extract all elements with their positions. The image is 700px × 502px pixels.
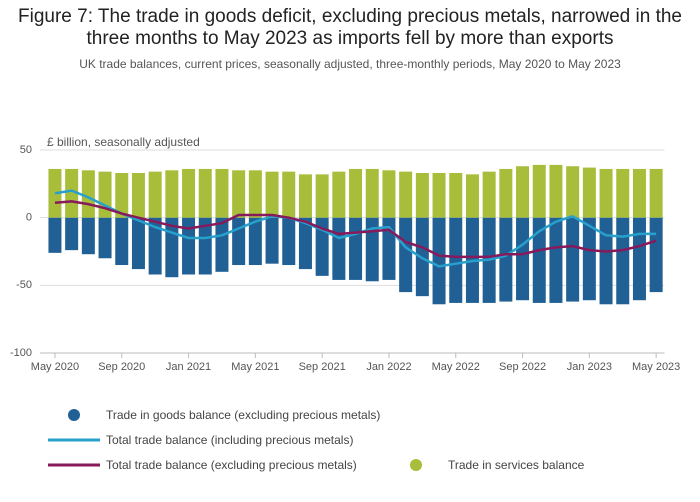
legend-swatch — [410, 459, 422, 471]
bar — [115, 217, 129, 266]
bar — [399, 217, 413, 293]
x-tick-label: Jan 2021 — [166, 361, 211, 373]
x-tick-label: Sep 2020 — [98, 361, 145, 373]
bar — [566, 217, 580, 302]
bar — [599, 217, 613, 305]
bar — [148, 217, 162, 275]
bar — [282, 171, 296, 218]
bar — [198, 168, 212, 218]
bar — [215, 168, 229, 218]
x-tick-label: May 2021 — [231, 361, 279, 373]
bar — [449, 217, 463, 303]
bar — [566, 166, 580, 218]
bar — [198, 217, 212, 275]
bar — [549, 164, 563, 218]
bar — [265, 217, 279, 264]
bar — [382, 170, 396, 218]
bar — [532, 217, 546, 303]
line — [54, 200, 657, 259]
legend-label: Trade in goods balance (excluding precio… — [106, 408, 380, 422]
bar — [649, 168, 663, 218]
bar — [48, 217, 62, 253]
bar — [349, 217, 363, 280]
bar — [298, 217, 312, 270]
bar — [399, 171, 413, 218]
bar — [232, 170, 246, 218]
bar — [632, 217, 646, 301]
bar — [516, 217, 530, 301]
y-tick-label: -100 — [10, 347, 32, 359]
legend-label: Total trade balance (excluding precious … — [106, 458, 357, 472]
bar — [432, 173, 446, 218]
bar — [599, 168, 613, 218]
bar — [215, 217, 229, 272]
y-tick-label: -50 — [16, 279, 32, 291]
bar — [516, 166, 530, 218]
bar — [81, 170, 95, 218]
bar — [465, 174, 479, 218]
bar — [48, 168, 62, 218]
x-tick-label: May 2023 — [632, 361, 680, 373]
y-tick-label: 0 — [26, 212, 32, 224]
bar — [582, 167, 596, 218]
bar — [98, 217, 112, 259]
bar — [432, 217, 446, 305]
bar — [248, 217, 262, 266]
bar — [499, 217, 513, 302]
bar — [649, 217, 663, 293]
bar — [65, 217, 79, 251]
bar — [532, 164, 546, 218]
bar — [148, 171, 162, 218]
x-tick-label: May 2020 — [31, 361, 79, 373]
x-tick-label: Jan 2023 — [567, 361, 612, 373]
bar — [365, 168, 379, 218]
bar — [248, 170, 262, 218]
bar — [131, 217, 145, 270]
bar — [349, 168, 363, 218]
bar — [332, 217, 346, 280]
x-tick-label: Sep 2022 — [499, 361, 546, 373]
bar — [282, 217, 296, 266]
bar — [482, 171, 496, 218]
bar — [616, 217, 630, 305]
bar — [616, 168, 630, 218]
bar — [315, 174, 329, 218]
bar — [449, 173, 463, 218]
legend-label: Trade in services balance — [448, 458, 585, 472]
legend-label: Total trade balance (including precious … — [106, 433, 353, 447]
bar — [549, 217, 563, 303]
bar — [115, 173, 129, 218]
y-tick-label: 50 — [20, 144, 32, 156]
bar — [232, 217, 246, 266]
bar — [632, 168, 646, 218]
chart-subtitle: UK trade balances, current prices, seaso… — [79, 57, 621, 71]
bar — [182, 168, 196, 218]
bar — [298, 174, 312, 218]
x-tick-label: Sep 2021 — [299, 361, 346, 373]
bar — [499, 168, 513, 218]
line — [54, 189, 657, 268]
bar — [332, 171, 346, 218]
bar — [165, 170, 179, 218]
y-axis-label: £ billion, seasonally adjusted — [47, 135, 200, 149]
bar — [81, 217, 95, 255]
bar — [265, 171, 279, 218]
bar — [415, 173, 429, 218]
bar — [131, 173, 145, 218]
x-tick-label: May 2022 — [432, 361, 480, 373]
bar — [182, 217, 196, 275]
bar — [365, 217, 379, 282]
bar — [582, 217, 596, 301]
bar — [65, 168, 79, 218]
x-tick-label: Jan 2022 — [366, 361, 411, 373]
legend-swatch — [68, 409, 80, 421]
chart-title: Figure 7: The trade in goods deficit, ex… — [18, 6, 682, 49]
